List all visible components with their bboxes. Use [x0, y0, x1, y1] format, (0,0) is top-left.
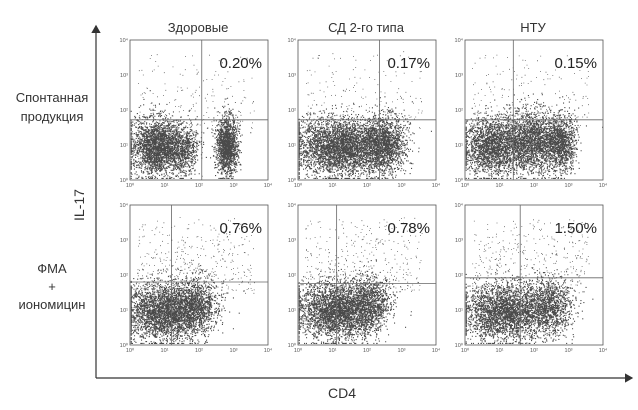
- x-tick-label: 10²: [195, 348, 203, 354]
- row-header-line: иономицин: [19, 297, 86, 312]
- y-tick-label: 10¹: [288, 308, 296, 314]
- x-tick-label: 10³: [565, 348, 573, 354]
- y-tick-label: 10³: [288, 73, 296, 79]
- y-tick-label: 10⁴: [120, 37, 129, 44]
- x-tick-label: 10¹: [496, 183, 504, 189]
- x-tick-label: 10³: [398, 183, 406, 189]
- column-header-healthy: Здоровые: [168, 20, 229, 35]
- y-tick-label: 10⁴: [455, 37, 464, 44]
- dot-plot-grid: 0.20%10⁰10⁰10¹10¹10²10²10³10³10⁴10⁴0.17%…: [120, 37, 608, 354]
- y-tick-label: 10²: [288, 273, 296, 279]
- y-tick-label: 10³: [120, 73, 128, 79]
- y-tick-label: 10⁴: [288, 202, 297, 209]
- x-tick-label: 10¹: [329, 348, 337, 354]
- row-header-line: продукция: [21, 109, 84, 124]
- x-tick-label: 10⁴: [432, 182, 441, 189]
- quadrant-percentage: 0.76%: [219, 220, 262, 237]
- y-tick-label: 10⁴: [120, 202, 129, 209]
- x-tick-label: 10¹: [496, 348, 504, 354]
- x-tick-label: 10⁰: [461, 182, 470, 189]
- y-tick-label: 10⁰: [120, 342, 129, 349]
- row-header-line: +: [48, 279, 56, 294]
- x-tick-label: 10¹: [161, 348, 169, 354]
- event-dots: [465, 219, 594, 344]
- x-tick-label: 10⁰: [126, 347, 135, 354]
- quadrant-percentage: 0.78%: [387, 220, 430, 237]
- x-tick-label: 10⁰: [294, 182, 303, 189]
- quadrant-percentage: 0.15%: [554, 55, 597, 72]
- y-tick-label: 10²: [120, 108, 128, 114]
- x-tick-label: 10⁴: [264, 182, 273, 189]
- quadrant-percentage: 0.17%: [387, 55, 430, 72]
- y-tick-label: 10¹: [120, 143, 128, 149]
- event-dots: [465, 54, 603, 179]
- y-tick-label: 10²: [455, 108, 463, 114]
- x-tick-label: 10²: [530, 183, 538, 189]
- x-axis-label: CD4: [328, 385, 356, 401]
- event-dots: [130, 217, 255, 344]
- event-dots: [298, 217, 423, 344]
- y-tick-label: 10⁰: [288, 342, 297, 349]
- x-tick-label: 10⁴: [432, 347, 441, 354]
- x-tick-label: 10²: [363, 348, 371, 354]
- quadrant-percentage: 1.50%: [554, 220, 597, 237]
- y-tick-label: 10⁰: [288, 177, 297, 184]
- event-dots: [298, 51, 432, 179]
- x-tick-label: 10³: [565, 183, 573, 189]
- row-header-line: ФМА: [37, 261, 67, 276]
- x-tick-label: 10²: [530, 348, 538, 354]
- y-tick-label: 10¹: [288, 143, 296, 149]
- x-tick-label: 10¹: [329, 183, 337, 189]
- quadrant-percentage: 0.20%: [219, 55, 262, 72]
- y-tick-label: 10³: [288, 238, 296, 244]
- y-tick-label: 10²: [120, 273, 128, 279]
- y-axis-label: IL-17: [71, 189, 87, 221]
- x-tick-label: 10³: [230, 183, 238, 189]
- x-tick-label: 10⁰: [126, 182, 135, 189]
- x-tick-label: 10⁰: [461, 347, 470, 354]
- y-tick-label: 10⁴: [455, 202, 464, 209]
- x-tick-label: 10²: [363, 183, 371, 189]
- y-tick-label: 10⁰: [120, 177, 129, 184]
- row-header-line: Спонтанная: [16, 90, 89, 105]
- x-tick-label: 10¹: [161, 183, 169, 189]
- column-header-t2d: СД 2-го типа: [328, 20, 405, 35]
- y-tick-label: 10²: [288, 108, 296, 114]
- y-tick-label: 10⁴: [288, 37, 297, 44]
- event-dots: [130, 54, 255, 179]
- y-tick-label: 10³: [455, 73, 463, 79]
- x-tick-label: 10²: [195, 183, 203, 189]
- x-tick-label: 10⁰: [294, 347, 303, 354]
- y-tick-label: 10²: [455, 273, 463, 279]
- x-tick-label: 10⁴: [599, 347, 608, 354]
- x-tick-label: 10³: [398, 348, 406, 354]
- x-tick-label: 10⁴: [599, 182, 608, 189]
- y-tick-label: 10⁰: [455, 342, 464, 349]
- y-tick-label: 10³: [120, 238, 128, 244]
- y-tick-label: 10¹: [120, 308, 128, 314]
- y-tick-label: 10³: [455, 238, 463, 244]
- row-header-spontaneous: Спонтанная продукция: [16, 90, 89, 124]
- y-tick-label: 10¹: [455, 308, 463, 314]
- column-header-ntu: НТУ: [520, 20, 546, 35]
- row-header-pma-ionomycin: ФМА + иономицин: [19, 261, 86, 312]
- x-tick-label: 10³: [230, 348, 238, 354]
- y-tick-label: 10¹: [455, 143, 463, 149]
- x-tick-label: 10⁴: [264, 347, 273, 354]
- y-tick-label: 10⁰: [455, 177, 464, 184]
